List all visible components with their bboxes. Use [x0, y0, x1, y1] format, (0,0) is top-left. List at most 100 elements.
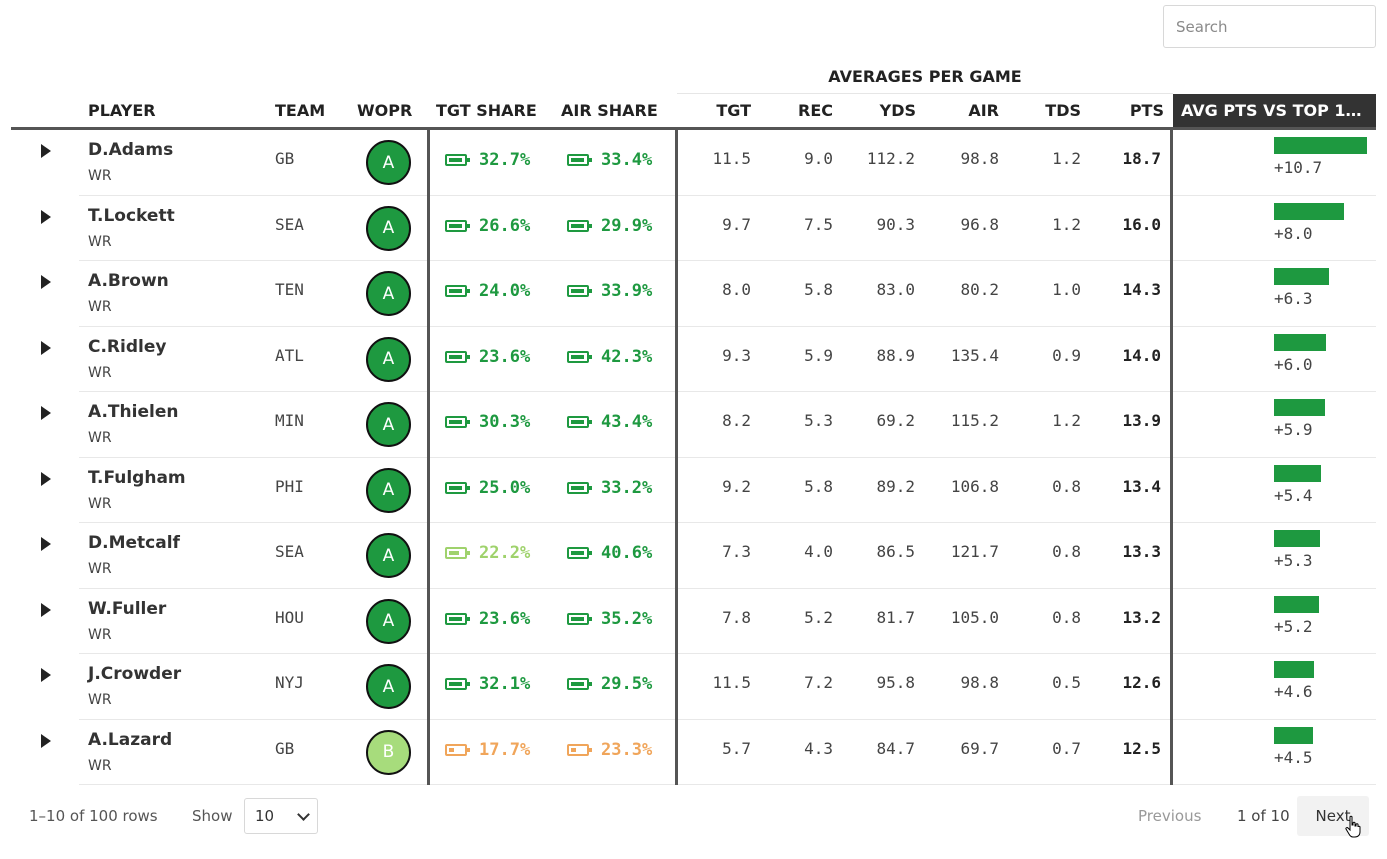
table-row[interactable]: W.Fuller WR HOU A 23.6% 35.2% 7.8 5.2 81…	[11, 589, 1376, 655]
expand-row-icon[interactable]	[41, 668, 51, 682]
table-row[interactable]: A.Brown WR TEN A 24.0% 33.9% 8.0 5.8 83.…	[11, 261, 1376, 327]
player-position: WR	[88, 299, 112, 315]
expand-row-icon[interactable]	[41, 340, 51, 355]
table-row[interactable]: D.Adams WR GB A 32.7% 33.4% 11.5 9.0 112…	[11, 130, 1376, 196]
wopr-grade-badge: A	[366, 271, 411, 316]
column-header-player[interactable]: PLAYER	[88, 101, 156, 120]
column-header-tds[interactable]: TDS	[1045, 101, 1081, 120]
player-name: D.Adams	[88, 140, 174, 160]
air-share-cell: 42.3%	[567, 347, 652, 367]
tgt-share-cell: 26.6%	[445, 216, 530, 236]
table-row[interactable]: T.Lockett WR SEA A 26.6% 29.9% 9.7 7.5 9…	[11, 196, 1376, 262]
table-row[interactable]: D.Metcalf WR SEA A 22.2% 40.6% 7.3 4.0 8…	[11, 523, 1376, 589]
tgt-cell: 7.3	[722, 542, 751, 561]
pts-cell: 13.3	[1122, 542, 1161, 561]
air-share-value: 35.2%	[601, 608, 653, 629]
column-divider	[427, 130, 430, 785]
diff-label: +5.2	[1274, 616, 1313, 636]
tgt-cell: 9.2	[722, 476, 751, 496]
column-header-air[interactable]: AIR	[968, 101, 999, 120]
tds-cell: 0.8	[1052, 542, 1081, 561]
rec-cell: 7.2	[804, 673, 833, 692]
row-count-info: 1–10 of 100 rows	[29, 807, 158, 825]
player-position: WR	[88, 692, 112, 708]
expand-row-icon[interactable]	[41, 144, 51, 158]
table-row[interactable]: A.Thielen WR MIN A 30.3% 43.4% 8.2 5.3 6…	[11, 392, 1376, 458]
player-name: T.Fulgham	[88, 467, 186, 488]
wopr-grade-badge: B	[366, 729, 411, 775]
tgt-share-value: 32.7%	[479, 150, 531, 170]
page-size-select[interactable]: 10	[244, 798, 318, 834]
tgt-cell: 5.7	[722, 738, 751, 758]
player-name: T.Lockett	[88, 205, 175, 226]
air-share-cell: 35.2%	[567, 609, 652, 629]
rec-cell: 5.9	[804, 345, 833, 365]
diff-label: +10.7	[1274, 158, 1323, 177]
column-header-rec[interactable]: REC	[798, 101, 833, 120]
expand-row-icon[interactable]	[41, 471, 51, 486]
tds-cell: 1.2	[1052, 149, 1081, 168]
air-share-value: 29.9%	[601, 215, 653, 236]
wopr-grade-badge: A	[366, 664, 411, 709]
tgt-share-value: 23.6%	[479, 608, 531, 629]
expand-row-icon[interactable]	[41, 733, 51, 748]
player-position: WR	[88, 430, 112, 446]
expand-row-icon[interactable]	[41, 209, 51, 224]
column-header-tgt-share[interactable]: TGT SHARE	[436, 101, 537, 120]
table-row[interactable]: C.Ridley WR ATL A 23.6% 42.3% 9.3 5.9 88…	[11, 327, 1376, 393]
team-cell: MIN	[275, 411, 304, 430]
column-header-air-share[interactable]: AIR SHARE	[561, 101, 658, 120]
expand-row-icon[interactable]	[41, 602, 51, 617]
air-cell: 106.8	[950, 476, 999, 496]
air-share-value: 42.3%	[601, 346, 653, 367]
column-header-avg-pts-vs-top[interactable]: AVG PTS VS TOP 1…	[1173, 94, 1376, 128]
battery-icon	[567, 154, 592, 166]
battery-icon	[445, 547, 470, 559]
player-name: C.Ridley	[88, 336, 167, 357]
tgt-cell: 11.5	[712, 673, 751, 692]
expand-row-icon[interactable]	[41, 406, 51, 420]
page-size-value: 10	[255, 807, 275, 825]
column-header-wopr[interactable]: WOPR	[357, 101, 413, 120]
column-header-pts[interactable]: PTS	[1129, 101, 1164, 120]
wopr-grade-badge: A	[366, 598, 411, 644]
air-share-cell: 33.4%	[567, 150, 652, 170]
rec-cell: 5.8	[804, 280, 833, 299]
pts-cell: 13.4	[1122, 476, 1161, 496]
table-row[interactable]: J.Crowder WR NYJ A 32.1% 29.5% 11.5 7.2 …	[11, 654, 1376, 720]
search-input[interactable]	[1163, 5, 1376, 48]
air-cell: 98.8	[960, 673, 999, 692]
tgt-share-value: 25.0%	[479, 477, 531, 498]
battery-icon	[445, 416, 470, 428]
tgt-share-cell: 25.0%	[445, 478, 530, 498]
battery-icon	[445, 612, 470, 625]
tgt-cell: 9.3	[722, 345, 751, 365]
battery-icon	[445, 743, 470, 756]
rec-cell: 9.0	[804, 149, 833, 168]
column-header-tgt[interactable]: TGT	[716, 101, 751, 120]
team-cell: NYJ	[275, 673, 304, 692]
expand-row-icon[interactable]	[41, 537, 51, 551]
pts-cell: 14.3	[1122, 280, 1161, 299]
table-row[interactable]: A.Lazard WR GB B 17.7% 23.3% 5.7 4.3 84.…	[11, 720, 1376, 786]
rec-cell: 5.8	[804, 476, 833, 496]
air-share-cell: 29.9%	[567, 216, 652, 236]
column-header-yds[interactable]: YDS	[879, 101, 916, 120]
previous-button[interactable]: Previous	[1138, 807, 1202, 825]
player-name: J.Crowder	[88, 664, 182, 684]
column-header-team[interactable]: TEAM	[275, 101, 326, 120]
player-position: WR	[88, 364, 112, 381]
rec-cell: 5.3	[804, 411, 833, 430]
player-name: A.Brown	[88, 271, 169, 291]
player-position: WR	[88, 626, 112, 643]
tgt-share-value: 32.1%	[479, 674, 531, 694]
player-position: WR	[88, 233, 112, 250]
air-cell: 121.7	[950, 542, 999, 561]
group-header-averages: AVERAGES PER GAME	[677, 64, 1173, 94]
expand-row-icon[interactable]	[41, 275, 51, 289]
tgt-share-cell: 32.1%	[445, 674, 530, 694]
yds-cell: 86.5	[876, 542, 915, 561]
table-row[interactable]: T.Fulgham WR PHI A 25.0% 33.2% 9.2 5.8 8…	[11, 458, 1376, 524]
diff-label: +6.3	[1274, 289, 1313, 308]
player-position: WR	[88, 168, 112, 184]
